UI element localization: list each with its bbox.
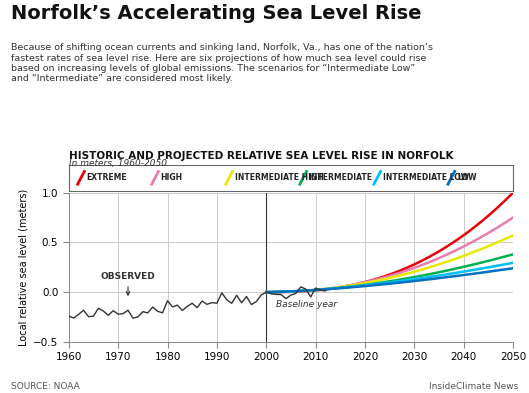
Text: INTERMEDIATE HIGH: INTERMEDIATE HIGH	[235, 173, 323, 182]
Text: OBSERVED: OBSERVED	[101, 272, 156, 295]
Text: HIGH: HIGH	[161, 173, 183, 182]
Text: SOURCE: NOAA: SOURCE: NOAA	[11, 382, 79, 391]
Text: InsideClimate News: InsideClimate News	[429, 382, 518, 391]
Text: INTERMEDIATE LOW: INTERMEDIATE LOW	[383, 173, 469, 182]
Text: LOW: LOW	[457, 173, 476, 182]
Text: In meters, 1960-2050: In meters, 1960-2050	[69, 159, 167, 168]
Y-axis label: Local relative sea level (meters): Local relative sea level (meters)	[19, 189, 29, 346]
Text: EXTREME: EXTREME	[87, 173, 127, 182]
Text: HISTORIC AND PROJECTED RELATIVE SEA LEVEL RISE IN NORFOLK: HISTORIC AND PROJECTED RELATIVE SEA LEVE…	[69, 151, 453, 161]
Text: Norfolk’s Accelerating Sea Level Rise: Norfolk’s Accelerating Sea Level Rise	[11, 4, 421, 23]
Text: Baseline year: Baseline year	[276, 300, 338, 309]
Text: INTERMEDIATE: INTERMEDIATE	[309, 173, 373, 182]
Text: Because of shifting ocean currents and sinking land, Norfolk, Va., has one of th: Because of shifting ocean currents and s…	[11, 43, 433, 83]
